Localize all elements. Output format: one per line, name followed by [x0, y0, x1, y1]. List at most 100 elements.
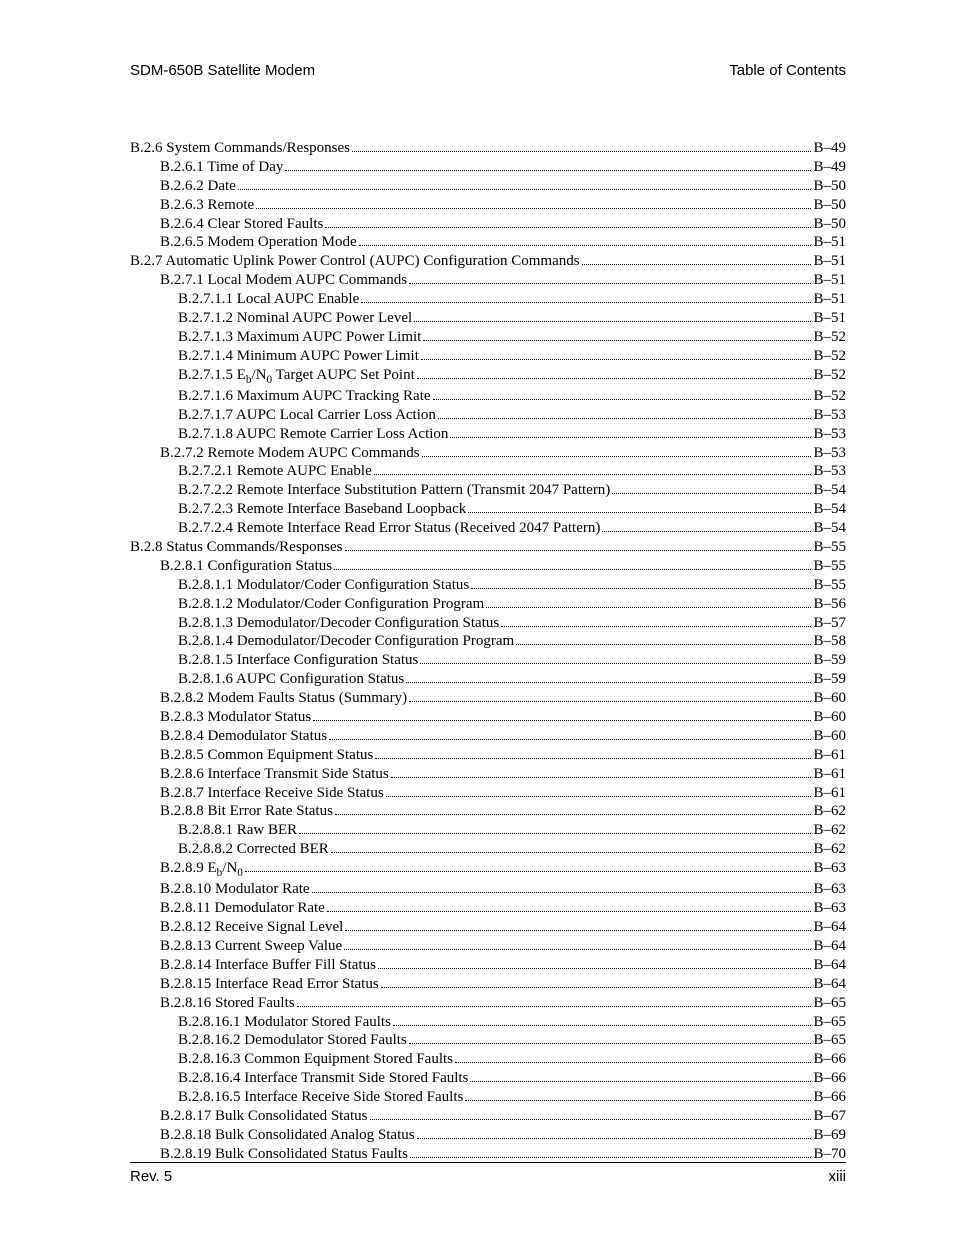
toc-leader-dots — [393, 1025, 812, 1026]
toc-entry: B.2.8.16.3 Common Equipment Stored Fault… — [130, 1050, 846, 1069]
toc-entry-page: B–61 — [813, 784, 846, 803]
toc-entry-label: B.2.8.16.3 Common Equipment Stored Fault… — [178, 1050, 453, 1069]
toc-entry-page: B–66 — [813, 1088, 846, 1107]
toc-entry: B.2.7.2.3 Remote Interface Baseband Loop… — [130, 500, 846, 519]
toc-leader-dots — [455, 1062, 811, 1063]
toc-entry-label: B.2.8.8.1 Raw BER — [178, 821, 297, 840]
toc-entry: B.2.8.1.1 Modulator/Coder Configuration … — [130, 576, 846, 595]
toc-entry-label: B.2.8.19 Bulk Consolidated Status Faults — [160, 1145, 408, 1164]
toc-entry-page: B–52 — [813, 347, 846, 366]
toc-entry: B.2.8.1.3 Demodulator/Decoder Configurat… — [130, 614, 846, 633]
toc-entry-label: B.2.8.7 Interface Receive Side Status — [160, 784, 384, 803]
toc-leader-dots — [501, 626, 811, 627]
toc-leader-dots — [386, 796, 812, 797]
toc-entry: B.2.8 Status Commands/Responses B–55 — [130, 538, 846, 557]
toc-leader-dots — [450, 437, 811, 438]
toc-entry-label: B.2.8.17 Bulk Consolidated Status — [160, 1107, 368, 1126]
toc-leader-dots — [344, 949, 811, 950]
toc-entry-label: B.2.8.6 Interface Transmit Side Status — [160, 765, 389, 784]
toc-entry-label: B.2.8.16.2 Demodulator Stored Faults — [178, 1031, 407, 1050]
toc-entry-label: B.2.8.10 Modulator Rate — [160, 880, 310, 899]
toc-entry-page: B–60 — [813, 708, 846, 727]
toc-entry-page: B–66 — [813, 1069, 846, 1088]
toc-entry-page: B–61 — [813, 765, 846, 784]
toc-leader-dots — [327, 911, 812, 912]
toc-entry: B.2.8.1.4 Demodulator/Decoder Configurat… — [130, 632, 846, 651]
toc-entry-page: B–52 — [813, 387, 846, 406]
toc-leader-dots — [297, 1006, 812, 1007]
toc-entry: B.2.6 System Commands/ResponsesB–49 — [130, 139, 846, 158]
toc-entry: B.2.8.13 Current Sweep ValueB–64 — [130, 937, 846, 956]
toc-entry-page: B–51 — [813, 290, 846, 309]
toc-entry-label: B.2.8.4 Demodulator Status — [160, 727, 327, 746]
toc-leader-dots — [299, 833, 811, 834]
toc-leader-dots — [352, 151, 811, 152]
toc-leader-dots — [313, 720, 811, 721]
footer-rule — [130, 1162, 846, 1163]
toc-entry-label: B.2.6.5 Modem Operation Mode — [160, 233, 357, 252]
toc-leader-dots — [409, 283, 811, 284]
toc-entry-page: B–49 — [813, 158, 846, 177]
toc-leader-dots — [378, 968, 812, 969]
toc-entry-label: B.2.8.1 Configuration Status — [160, 557, 332, 576]
toc-entry: B.2.8.3 Modulator StatusB–60 — [130, 708, 846, 727]
toc-entry: B.2.6.4 Clear Stored FaultsB–50 — [130, 215, 846, 234]
toc-entry-page: B–69 — [813, 1126, 846, 1145]
toc-entry: B.2.7.1.4 Minimum AUPC Power LimitB–52 — [130, 347, 846, 366]
toc-entry-label: B.2.8.11 Demodulator Rate — [160, 899, 325, 918]
toc-entry-label: B.2.7.2.4 Remote Interface Read Error St… — [178, 519, 600, 538]
toc-leader-dots — [409, 701, 811, 702]
toc-leader-dots — [612, 493, 811, 494]
toc-entry: B.2.6.2 DateB–50 — [130, 177, 846, 196]
toc-entry: B.2.7.2 Remote Modem AUPC CommandsB–53 — [130, 444, 846, 463]
toc-leader-dots — [391, 777, 812, 778]
toc-entry: B.2.8.19 Bulk Consolidated Status Faults… — [130, 1145, 846, 1164]
page-header: SDM-650B Satellite Modem Table of Conten… — [130, 62, 846, 79]
toc-entry-page: B–51 — [813, 233, 846, 252]
toc-entry-label: B.2.8 Status Commands/Responses — [130, 538, 343, 557]
toc-leader-dots — [312, 892, 812, 893]
toc-leader-dots — [602, 531, 811, 532]
toc-entry-page: B–65 — [813, 1013, 846, 1032]
toc-entry-page: B–63 — [813, 859, 846, 878]
toc-leader-dots — [470, 1081, 811, 1082]
toc-entry: B.2.8.16.2 Demodulator Stored Faults B–65 — [130, 1031, 846, 1050]
toc-entry: B.2.8.12 Receive Signal LevelB–64 — [130, 918, 846, 937]
toc-entry-label: B.2.7.2.1 Remote AUPC Enable — [178, 462, 372, 481]
toc-entry-page: B–53 — [813, 406, 846, 425]
toc-entry-label: B.2.6.3 Remote — [160, 196, 254, 215]
toc-leader-dots — [414, 321, 811, 322]
toc-entry-page: B–49 — [813, 139, 846, 158]
toc-entry-label: B.2.7.1.8 AUPC Remote Carrier Loss Actio… — [178, 425, 448, 444]
toc-entry: B.2.8.16.1 Modulator Stored FaultsB–65 — [130, 1013, 846, 1032]
toc-entry: B.2.8.16 Stored Faults B–65 — [130, 994, 846, 1013]
toc-entry: B.2.8.7 Interface Receive Side Status B–6… — [130, 784, 846, 803]
toc-entry-page: B–62 — [813, 802, 846, 821]
toc-entry-page: B–70 — [813, 1145, 846, 1164]
toc-entry: B.2.8.8.2 Corrected BERB–62 — [130, 840, 846, 859]
toc-leader-dots — [582, 264, 812, 265]
toc-leader-dots — [245, 871, 812, 872]
toc-leader-dots — [345, 930, 811, 931]
toc-entry: B.2.8.11 Demodulator RateB–63 — [130, 899, 846, 918]
toc-leader-dots — [359, 245, 812, 246]
toc-entry-label: B.2.6.1 Time of Day — [160, 158, 283, 177]
toc-entry-label: B.2.8.16.5 Interface Receive Side Stored… — [178, 1088, 463, 1107]
toc-entry-page: B–65 — [813, 1031, 846, 1050]
toc-entry-page: B–54 — [813, 481, 846, 500]
toc-leader-dots — [420, 663, 811, 664]
toc-entry: B.2.8.1.2 Modulator/Coder Configuration … — [130, 595, 846, 614]
toc-leader-dots — [465, 1100, 811, 1101]
toc-entry: B.2.8.1.6 AUPC Configuration StatusB–59 — [130, 670, 846, 689]
header-right: Table of Contents — [729, 62, 846, 79]
toc-entry-page: B–55 — [813, 538, 846, 557]
toc-entry-page: B–63 — [813, 880, 846, 899]
toc-entry: B.2.8.6 Interface Transmit Side Status B–… — [130, 765, 846, 784]
toc-entry-label: B.2.8.16 Stored Faults — [160, 994, 295, 1013]
toc-entry-page: B–55 — [813, 576, 846, 595]
toc-entry-label: B.2.8.16.4 Interface Transmit Side Store… — [178, 1069, 468, 1088]
toc-entry-label: B.2.7 Automatic Uplink Power Control (AU… — [130, 252, 580, 271]
toc-entry-page: B–65 — [813, 994, 846, 1013]
toc-entry-page: B–61 — [813, 746, 846, 765]
toc-leader-dots — [238, 189, 812, 190]
